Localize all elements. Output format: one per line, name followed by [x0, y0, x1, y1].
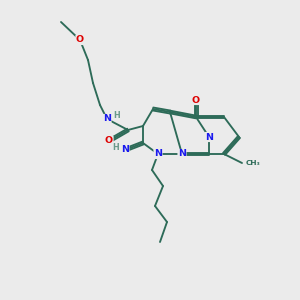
Text: O: O [192, 95, 200, 104]
Text: H: H [114, 111, 120, 120]
Text: CH₃: CH₃ [246, 160, 260, 166]
Text: N: N [178, 149, 186, 158]
Text: O: O [76, 35, 84, 44]
Text: O: O [105, 136, 113, 146]
Text: H: H [112, 142, 119, 152]
Text: N: N [205, 133, 213, 142]
Text: N: N [103, 115, 111, 124]
Text: N: N [154, 149, 162, 158]
Text: N: N [121, 146, 129, 154]
